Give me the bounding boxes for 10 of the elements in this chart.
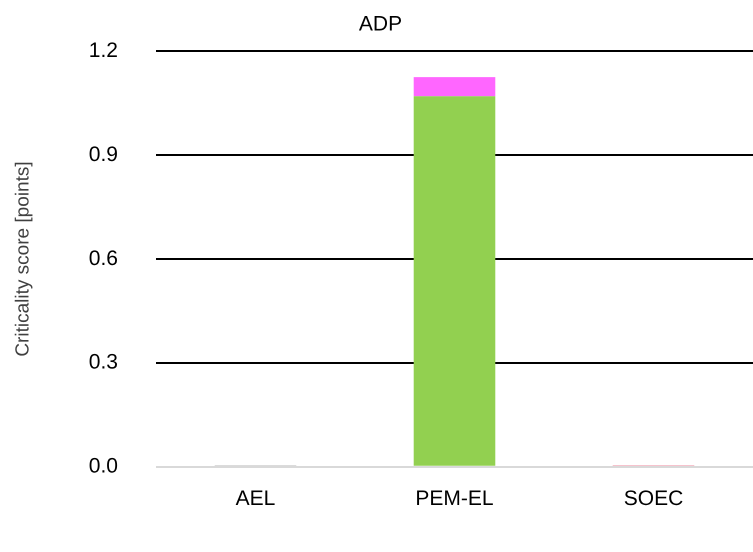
y-tick-label: 0.3 bbox=[88, 350, 118, 374]
y-tick-label: 0.6 bbox=[88, 246, 118, 270]
x-tick-label: SOEC bbox=[624, 487, 684, 510]
chart-title: ADP bbox=[358, 12, 402, 36]
x-tick-label: PEM-EL bbox=[415, 487, 494, 510]
y-tick-label: 1.2 bbox=[88, 38, 118, 62]
y-axis-title: Criticality score [points] bbox=[12, 161, 34, 357]
y-tick-label: 0.0 bbox=[88, 454, 118, 478]
x-tick-label: AEL bbox=[236, 487, 276, 510]
y-tick-label: 0.9 bbox=[88, 142, 118, 166]
